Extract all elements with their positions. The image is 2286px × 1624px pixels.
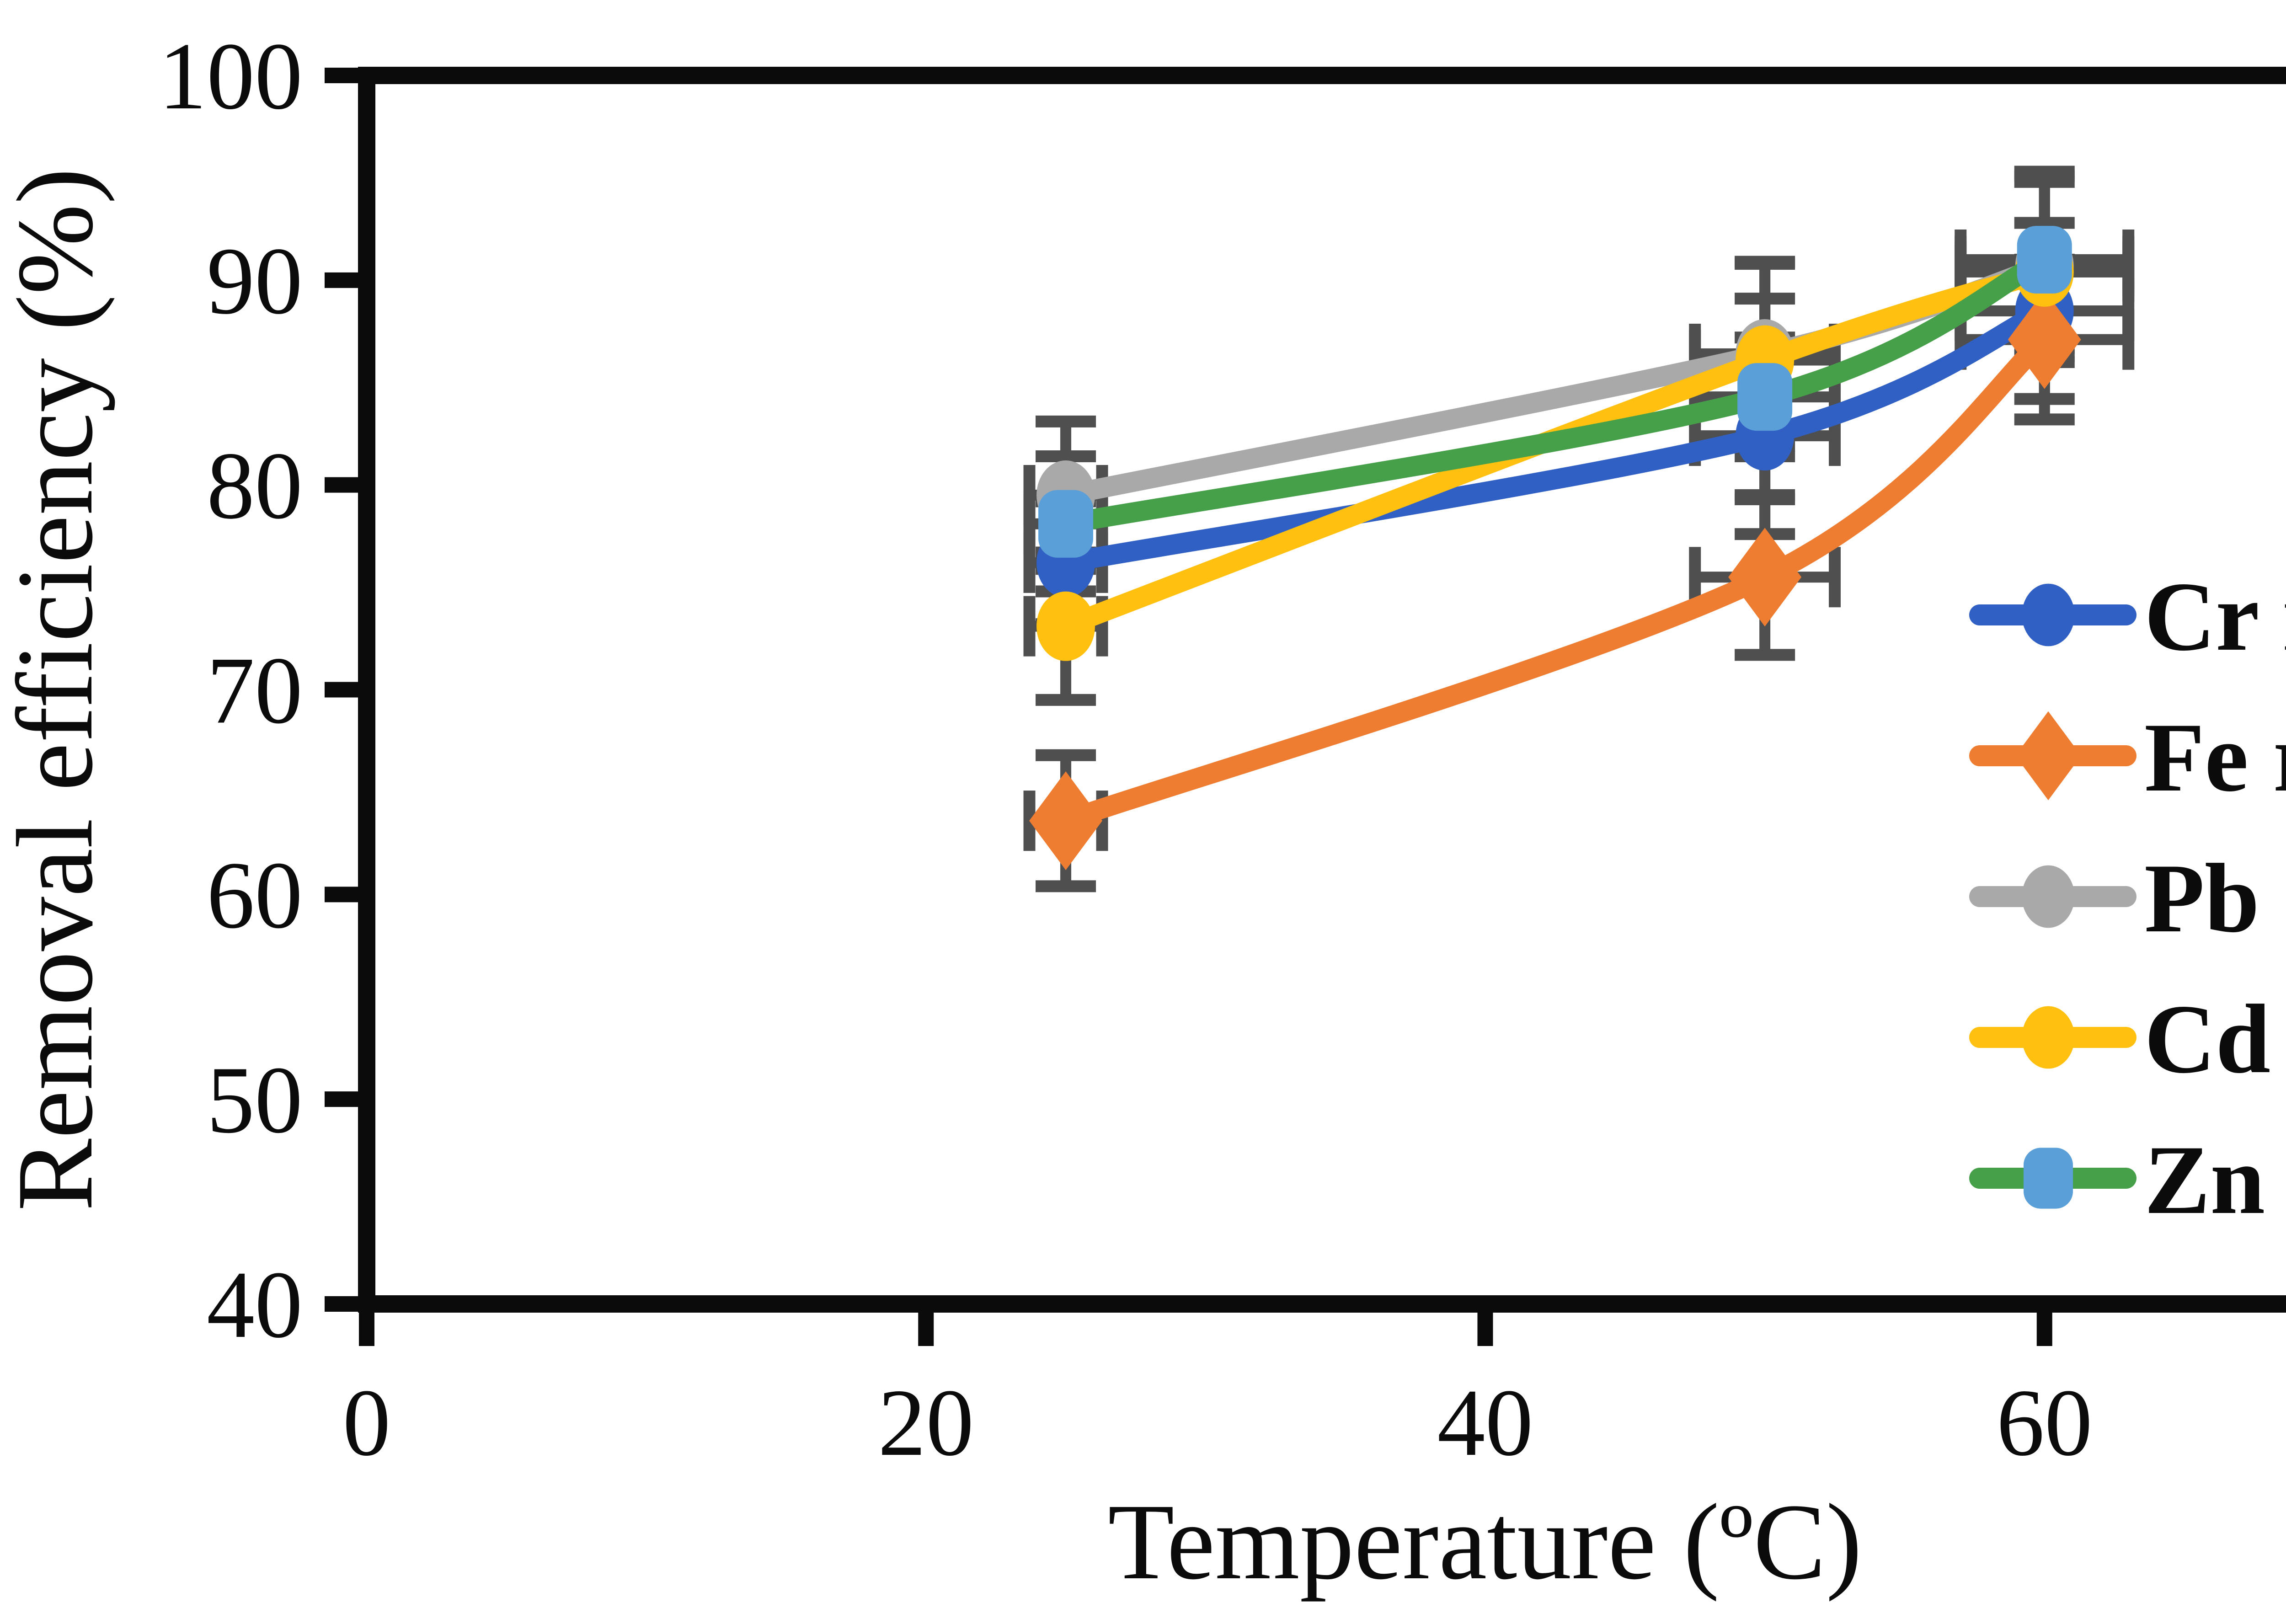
legend-label: Pb removal [2144, 844, 2286, 953]
y-tick-label: 90 [207, 228, 303, 334]
data-point-circle [1036, 591, 1095, 661]
data-point-circle [2022, 865, 2075, 928]
x-tick-label: 0 [343, 1370, 391, 1476]
data-point-square [2017, 226, 2072, 294]
series-line-5 [1056, 250, 2055, 534]
legend-item: Cr removal [1969, 562, 2286, 671]
plot-area: 405060708090100020406080 [159, 23, 2286, 1476]
series-line-2 [1056, 329, 2055, 831]
y-tick-label: 70 [207, 638, 303, 744]
y-tick-label: 100 [159, 23, 303, 129]
plot-frame [358, 67, 2286, 1313]
y-tick-label: 50 [207, 1047, 303, 1153]
x-tick-label: 60 [1997, 1370, 2093, 1476]
data-point-square [1038, 490, 1094, 558]
series-line-4 [1056, 262, 2055, 636]
data-point-diamond [2008, 290, 2081, 389]
legend-label: Cd removal [2144, 984, 2286, 1094]
data-point-diamond [1728, 528, 1802, 627]
data-point-square [1737, 363, 1793, 431]
y-axis-title: Removal efficiency (%) [0, 168, 115, 1211]
legend: Cr removal Fe removal Pb removal Cd removal… [1969, 562, 2286, 1234]
data-point-circle [2022, 1006, 2075, 1069]
data-point-diamond [2015, 711, 2081, 801]
y-tick-label: 60 [207, 842, 303, 948]
legend-item: Zn removal [1969, 1125, 2286, 1234]
data-point-circle [2022, 583, 2075, 646]
legend-item: Fe removal [1969, 703, 2286, 812]
legend-label: Cr removal [2144, 562, 2286, 671]
legend-label: Fe removal [2144, 703, 2286, 812]
y-tick-label: 80 [207, 433, 303, 539]
data-point-diamond [1029, 771, 1103, 871]
x-tick-label: 20 [878, 1370, 974, 1476]
series-line-1 [1056, 301, 2055, 573]
legend-item: Cd removal [1969, 984, 2286, 1094]
data-point-square [2024, 1148, 2073, 1209]
x-axis-title: Temperature (ºC) [1108, 1482, 1862, 1602]
y-tick-label: 40 [207, 1252, 303, 1358]
legend-item: Pb removal [1969, 844, 2286, 953]
legend-label: Zn removal [2144, 1125, 2286, 1234]
x-tick-label: 40 [1437, 1370, 1533, 1476]
